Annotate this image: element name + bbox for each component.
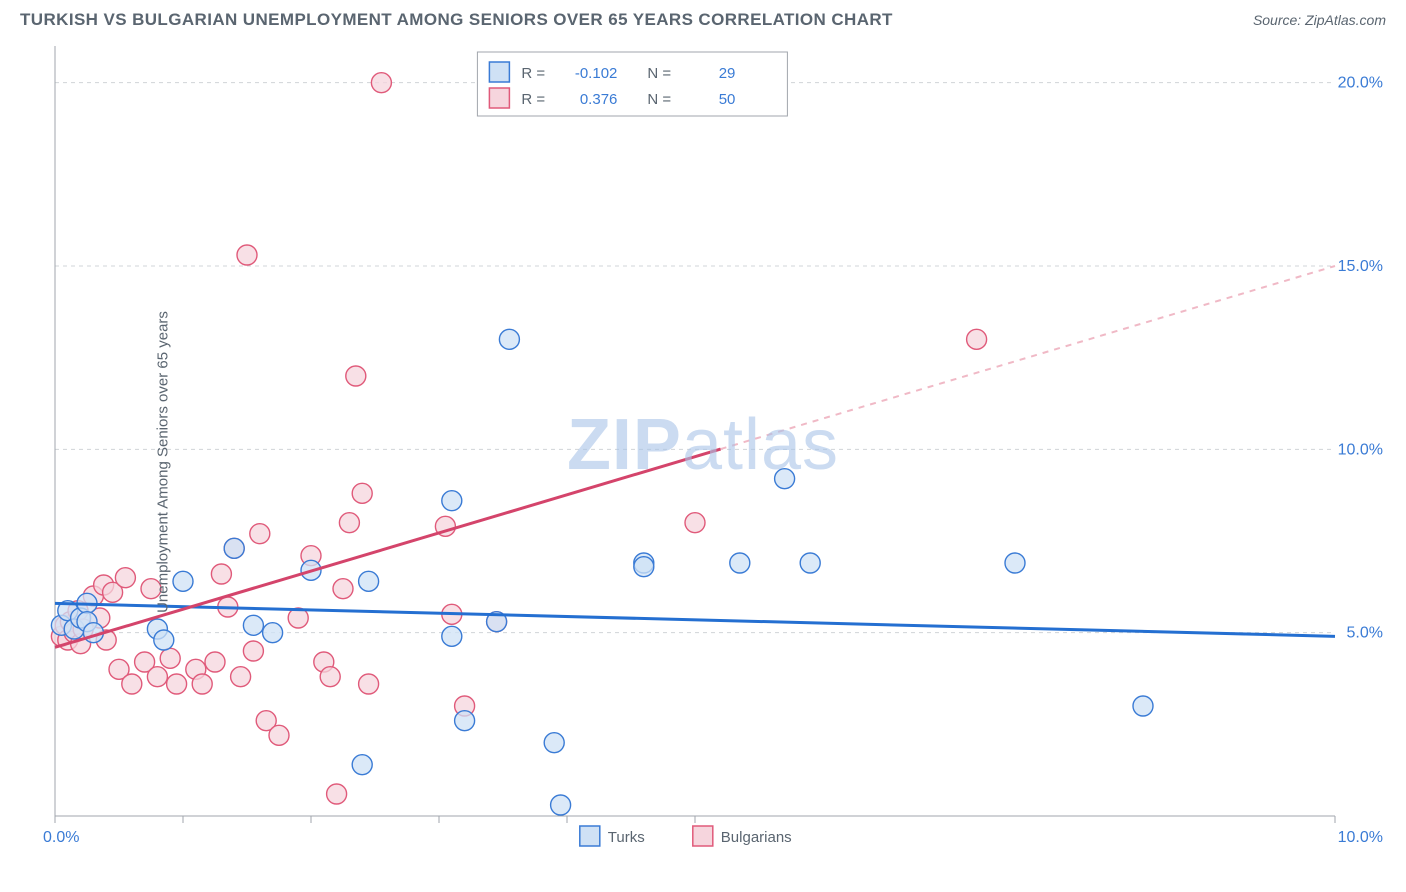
- legend-swatch: [489, 88, 509, 108]
- data-point: [551, 795, 571, 815]
- trend-line-extrapolated: [721, 266, 1335, 449]
- chart-title: TURKISH VS BULGARIAN UNEMPLOYMENT AMONG …: [20, 10, 893, 30]
- data-point: [211, 564, 231, 584]
- data-point: [333, 579, 353, 599]
- data-point: [455, 711, 475, 731]
- stats-n-label: N =: [647, 91, 671, 108]
- data-point: [967, 329, 987, 349]
- data-point: [147, 667, 167, 687]
- y-tick-label: 5.0%: [1347, 625, 1383, 642]
- scatter-chart: 5.0% 10.0% 15.0% 20.0% 0.0% 10.0% R = -0.102 N =…: [0, 36, 1406, 888]
- data-point: [339, 513, 359, 533]
- data-point: [634, 557, 654, 577]
- stats-r-value: -0.102: [575, 65, 618, 82]
- data-point: [167, 674, 187, 694]
- x-tick-label: 0.0%: [43, 829, 79, 846]
- data-point: [371, 73, 391, 93]
- data-point: [1005, 553, 1025, 573]
- data-point: [231, 667, 251, 687]
- data-point: [352, 755, 372, 775]
- legend-swatch: [489, 62, 509, 82]
- x-tick-label: 10.0%: [1338, 829, 1383, 846]
- data-point: [320, 667, 340, 687]
- data-point: [359, 571, 379, 591]
- stats-n-value: 29: [719, 65, 736, 82]
- y-tick-label: 10.0%: [1338, 441, 1383, 458]
- data-point: [250, 524, 270, 544]
- data-point: [192, 674, 212, 694]
- data-point: [346, 366, 366, 386]
- data-point: [115, 568, 135, 588]
- data-point: [327, 784, 347, 804]
- stats-r-label: R =: [521, 91, 545, 108]
- data-point: [800, 553, 820, 573]
- y-axis-label: Unemployment Among Seniors over 65 years: [154, 311, 171, 613]
- data-point: [1133, 696, 1153, 716]
- data-point: [359, 674, 379, 694]
- legend-label: Turks: [608, 829, 645, 846]
- legend-swatch: [580, 826, 600, 846]
- data-point: [775, 469, 795, 489]
- legend-swatch: [693, 826, 713, 846]
- y-tick-label: 15.0%: [1338, 258, 1383, 275]
- legend-label: Bulgarians: [721, 829, 792, 846]
- data-point: [122, 674, 142, 694]
- data-point: [205, 652, 225, 672]
- data-point: [442, 491, 462, 511]
- data-point: [352, 483, 372, 503]
- y-tick-label: 20.0%: [1338, 75, 1383, 92]
- data-point: [685, 513, 705, 533]
- stats-r-label: R =: [521, 65, 545, 82]
- chart-area: Unemployment Among Seniors over 65 years…: [0, 36, 1406, 888]
- data-point: [243, 641, 263, 661]
- header: TURKISH VS BULGARIAN UNEMPLOYMENT AMONG …: [0, 0, 1406, 36]
- stats-n-label: N =: [647, 65, 671, 82]
- data-point: [499, 329, 519, 349]
- data-point: [243, 615, 263, 635]
- stats-n-value: 50: [719, 91, 736, 108]
- data-point: [154, 630, 174, 650]
- data-point: [237, 245, 257, 265]
- data-point: [442, 626, 462, 646]
- data-point: [730, 553, 750, 573]
- stats-r-value: 0.376: [580, 91, 618, 108]
- data-point: [269, 725, 289, 745]
- data-point: [173, 571, 193, 591]
- data-point: [160, 648, 180, 668]
- source-attribution: Source: ZipAtlas.com: [1253, 12, 1386, 28]
- data-point: [263, 623, 283, 643]
- data-point: [224, 538, 244, 558]
- data-point: [544, 733, 564, 753]
